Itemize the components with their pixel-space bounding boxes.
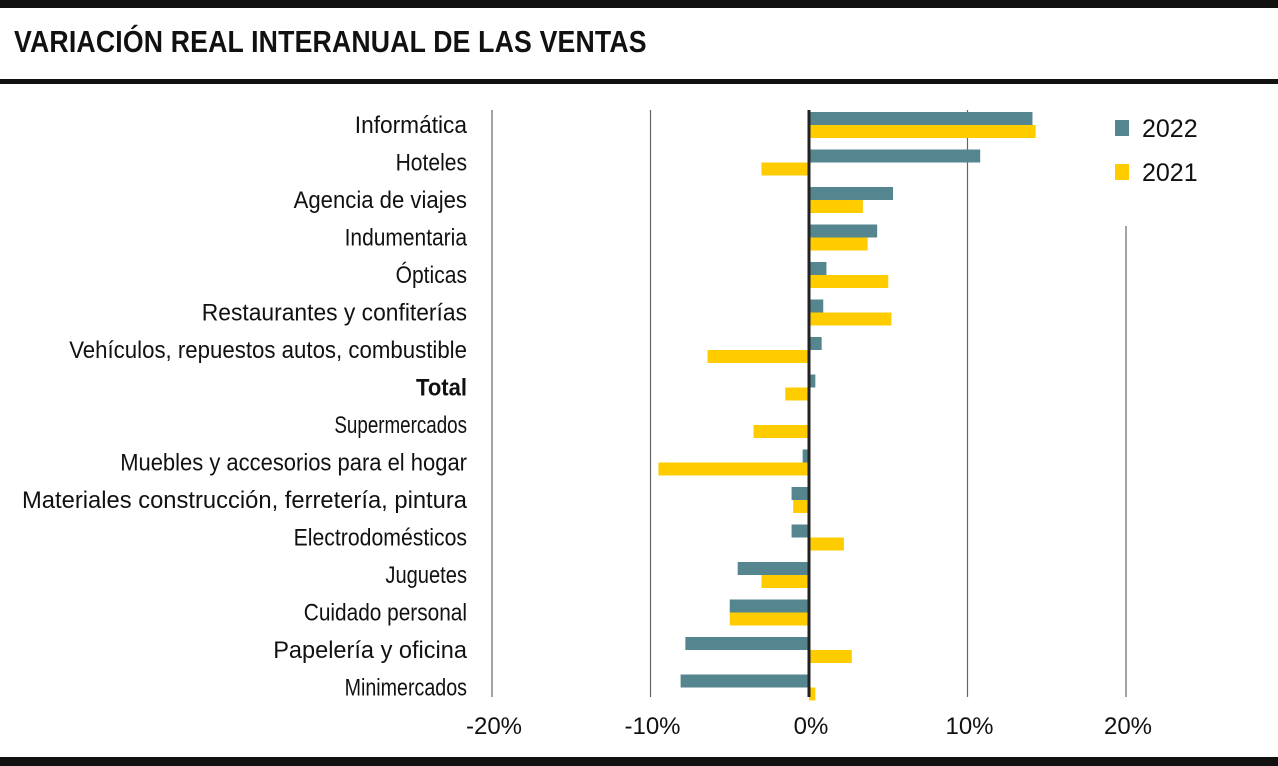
bar-2021-1 — [761, 162, 809, 176]
legend: 2022 2021 — [1115, 115, 1198, 187]
bar-2021-14 — [809, 650, 852, 663]
tick-label-2: 0% — [794, 713, 829, 740]
bar-2021-0 — [809, 125, 1036, 138]
bar-2021-13 — [729, 612, 809, 626]
tick-label-1: -10% — [624, 713, 680, 740]
bar-2022-14 — [685, 637, 809, 650]
bar-2021-8 — [753, 425, 809, 438]
title-rule — [0, 79, 1278, 84]
bar-2021-7 — [785, 387, 809, 401]
category-label-1: Hoteles — [396, 150, 467, 177]
bar-2021-3 — [809, 237, 868, 251]
category-label-7: Total — [416, 375, 467, 402]
bar-2022-1 — [809, 149, 981, 163]
category-label-2: Agencia de viajes — [294, 187, 467, 214]
category-label-4: Ópticas — [396, 262, 467, 289]
category-label-10: Materiales construcción, ferretería, pin… — [22, 487, 468, 514]
bar-2022-4 — [809, 262, 827, 275]
page-title: VARIACIÓN REAL INTERANUAL DE LAS VENTAS — [14, 24, 647, 59]
tick-labels: -20% -10% 0% 10% 20% — [466, 713, 1152, 740]
category-label-14: Papelería y oficina — [273, 637, 467, 664]
category-label-9: Muebles y accesorios para el hogar — [120, 450, 467, 477]
bar-2022-9 — [802, 449, 809, 463]
tick-label-0: -20% — [466, 713, 522, 740]
bars — [658, 112, 1036, 701]
category-label-3: Indumentaria — [345, 225, 468, 252]
bar-2022-10 — [791, 487, 809, 500]
bar-2022-2 — [809, 187, 894, 200]
category-label-5: Restaurantes y confiterías — [202, 300, 467, 327]
tick-label-4: 20% — [1104, 713, 1152, 740]
top-rule — [0, 0, 1278, 8]
legend-label-2021: 2021 — [1142, 159, 1198, 187]
legend-swatch-2022 — [1115, 120, 1129, 136]
category-label-15: Minimercados — [345, 675, 467, 702]
bar-2021-12 — [761, 575, 809, 588]
bar-2021-15 — [809, 687, 816, 701]
bar-2021-5 — [809, 312, 892, 326]
bar-2021-4 — [809, 275, 889, 288]
bar-2022-3 — [809, 224, 878, 238]
category-labels: Informática Hoteles Agencia de viajes Indum… — [22, 112, 468, 702]
bar-2022-6 — [809, 337, 822, 350]
bottom-rule — [0, 757, 1278, 766]
legend-swatch-2021 — [1115, 164, 1129, 180]
category-label-12: Juguetes — [385, 562, 467, 589]
category-label-11: Electrodomésticos — [294, 525, 467, 552]
bar-2022-0 — [809, 112, 1033, 125]
tick-label-3: 10% — [945, 713, 993, 740]
bar-2021-2 — [809, 200, 863, 213]
bar-2021-10 — [793, 500, 809, 513]
bar-2022-12 — [737, 562, 809, 575]
category-label-0: Informática — [355, 112, 468, 139]
bar-2022-15 — [680, 674, 809, 688]
category-label-8: Supermercados — [334, 412, 467, 439]
category-label-6: Vehículos, repuestos autos, combustible — [69, 337, 467, 364]
bar-2021-9 — [658, 462, 809, 476]
bar-2021-6 — [707, 350, 809, 363]
bar-2022-13 — [729, 599, 809, 613]
category-label-13: Cuidado personal — [304, 600, 467, 627]
bar-2021-11 — [809, 537, 844, 551]
bar-2022-11 — [791, 524, 809, 538]
bar-2022-5 — [809, 299, 824, 313]
gridlines — [491, 110, 1127, 697]
legend-label-2022: 2022 — [1142, 115, 1198, 143]
bar-2022-7 — [809, 374, 816, 388]
